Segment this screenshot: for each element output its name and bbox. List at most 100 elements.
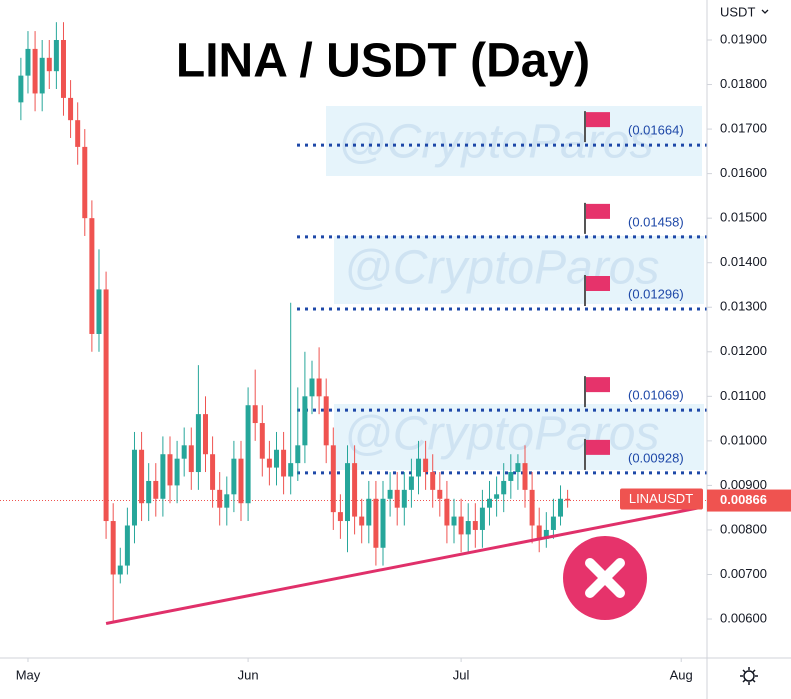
y-tick-label: 0.00600 [720, 610, 767, 625]
candle-body [430, 472, 436, 490]
y-tick-label: 0.01700 [720, 121, 767, 136]
y-tick-label: 0.01400 [720, 254, 767, 269]
flag [586, 439, 610, 455]
y-tick-label: 0.00700 [720, 566, 767, 581]
y-tick-label: 0.01900 [720, 31, 767, 46]
candle-body [103, 289, 109, 522]
candle-body [330, 445, 336, 513]
candle-body [423, 458, 429, 473]
symbol-label: LINAUSDT [629, 491, 693, 506]
candle-body [181, 445, 187, 459]
candle-body [139, 449, 145, 504]
candle-body [316, 378, 322, 397]
settings-icon[interactable] [740, 667, 758, 685]
candle-body [536, 525, 542, 539]
candle-body [202, 414, 208, 455]
y-tick-label: 0.01000 [720, 432, 767, 447]
candle-body [195, 414, 201, 473]
candle-body [224, 494, 230, 508]
candle-body [494, 494, 500, 499]
candle-body [259, 423, 265, 459]
price-label: 0.00866 [720, 492, 767, 507]
candle-body [295, 445, 301, 464]
symbol-tag [620, 488, 703, 510]
candle-body [550, 516, 556, 530]
y-tick-label: 0.00900 [720, 477, 767, 492]
candle-body [82, 146, 88, 219]
candle-body [373, 498, 379, 548]
candle-body [266, 458, 272, 468]
candle-body [117, 565, 123, 575]
currency-dropdown[interactable] [761, 9, 769, 14]
price-tag [707, 489, 791, 512]
candle-body [359, 516, 365, 526]
candle-body [437, 489, 443, 499]
candle-body [75, 120, 81, 147]
level-label: (0.00928) [628, 450, 684, 465]
y-tick-label: 0.00800 [720, 521, 767, 536]
candle-body [96, 289, 102, 334]
flag [586, 203, 610, 219]
candle-body [68, 97, 74, 121]
candle-body [46, 57, 52, 72]
candle-body [458, 516, 464, 535]
candle-body [89, 218, 95, 334]
candle-body [472, 521, 478, 530]
candle-body [174, 458, 180, 486]
candle-body [387, 489, 393, 499]
x-tick-label: Jun [238, 667, 259, 682]
level-label: (0.01296) [628, 286, 684, 301]
level-label: (0.01664) [628, 123, 684, 138]
flag [586, 377, 610, 393]
candle-body [401, 489, 407, 508]
candle-body [60, 39, 66, 98]
candle-body [515, 463, 521, 473]
candle-body [288, 463, 294, 477]
candle-body [153, 480, 159, 499]
candle-body [558, 498, 564, 517]
candle-body [565, 498, 571, 501]
candle-body [281, 449, 287, 477]
flag [586, 276, 610, 292]
candle-body [217, 489, 223, 508]
candle-body [465, 521, 471, 535]
close-icon [563, 536, 647, 620]
candle-body [18, 75, 24, 103]
level-label: (0.01458) [628, 214, 684, 229]
watermark: @CryptoParos [344, 242, 660, 295]
x-tick-label: May [16, 667, 41, 682]
watermark: @CryptoParos [344, 408, 660, 461]
watermark-box [334, 236, 704, 304]
candle-body [508, 472, 514, 481]
currency-label[interactable]: USDT [720, 4, 755, 19]
trendline [105, 506, 700, 625]
level-label: (0.01069) [628, 388, 684, 403]
candle-body [39, 57, 45, 94]
candle-body [394, 489, 400, 508]
candle-body [238, 458, 244, 504]
candle-body [380, 498, 386, 548]
y-tick-label: 0.01300 [720, 299, 767, 314]
candle-body [110, 521, 116, 575]
candle-body [32, 48, 38, 94]
candle-body [146, 480, 152, 504]
flag [586, 112, 610, 128]
candle-body [352, 463, 358, 517]
candle-body [131, 449, 137, 526]
candle-body [231, 458, 237, 495]
candle-body [522, 463, 528, 490]
x-tick-label: Aug [670, 667, 693, 682]
candle-body [337, 512, 343, 522]
candle-body [487, 498, 493, 508]
candle-body [366, 498, 372, 526]
candle-body [252, 405, 258, 424]
candle-body [210, 454, 216, 490]
candle-body [444, 498, 450, 526]
y-tick-label: 0.01600 [720, 165, 767, 180]
candle-body [25, 48, 31, 76]
y-tick-label: 0.01200 [720, 343, 767, 358]
candle-body [416, 458, 422, 477]
candle-body [451, 516, 457, 526]
